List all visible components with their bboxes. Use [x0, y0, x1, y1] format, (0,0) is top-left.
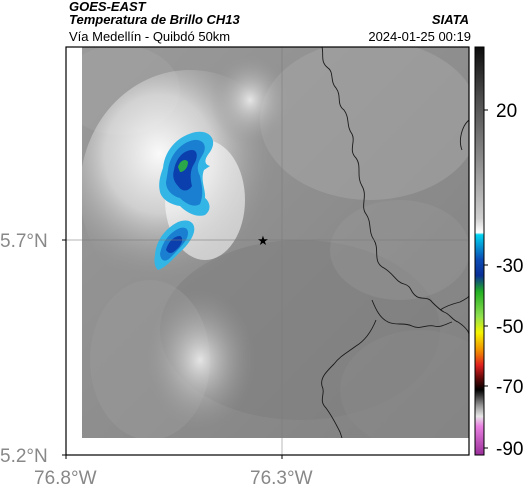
satellite-title: GOES-EAST	[69, 0, 146, 14]
lat-tick-5-7: 5.7°N	[0, 231, 48, 252]
colorbar-tick-minus90: -90	[496, 439, 523, 460]
cold-cloud-top-north	[159, 131, 214, 216]
lon-tick-76-3: 76.3°W	[250, 468, 313, 489]
colorbar-tick-minus50: -50	[496, 317, 523, 338]
timestamp-label: 2024-01-25 00:19	[368, 29, 471, 44]
colorbar-tick-minus30: -30	[496, 256, 523, 277]
map-ticks	[62, 239, 283, 459]
satellite-imagery	[82, 47, 469, 438]
map-grid	[66, 47, 469, 455]
colorbar-tick-minus70: -70	[496, 377, 523, 398]
coastline	[321, 47, 469, 438]
lon-tick-76-8: 76.8°W	[34, 468, 97, 489]
colorbar: 20 -30 -50 -70 -90	[474, 46, 523, 460]
product-title: Temperatura de Brillo CH13	[69, 12, 240, 27]
route-subtitle: Vía Medellín - Quibdó 50km	[69, 29, 231, 44]
agency-label: SIATA	[431, 12, 469, 27]
star-icon: ★	[257, 233, 269, 248]
colorbar-scale	[474, 46, 485, 456]
map-frame	[65, 46, 470, 456]
colorbar-tick-20: 20	[496, 101, 517, 122]
lat-tick-5-2: 5.2°N	[0, 446, 48, 467]
